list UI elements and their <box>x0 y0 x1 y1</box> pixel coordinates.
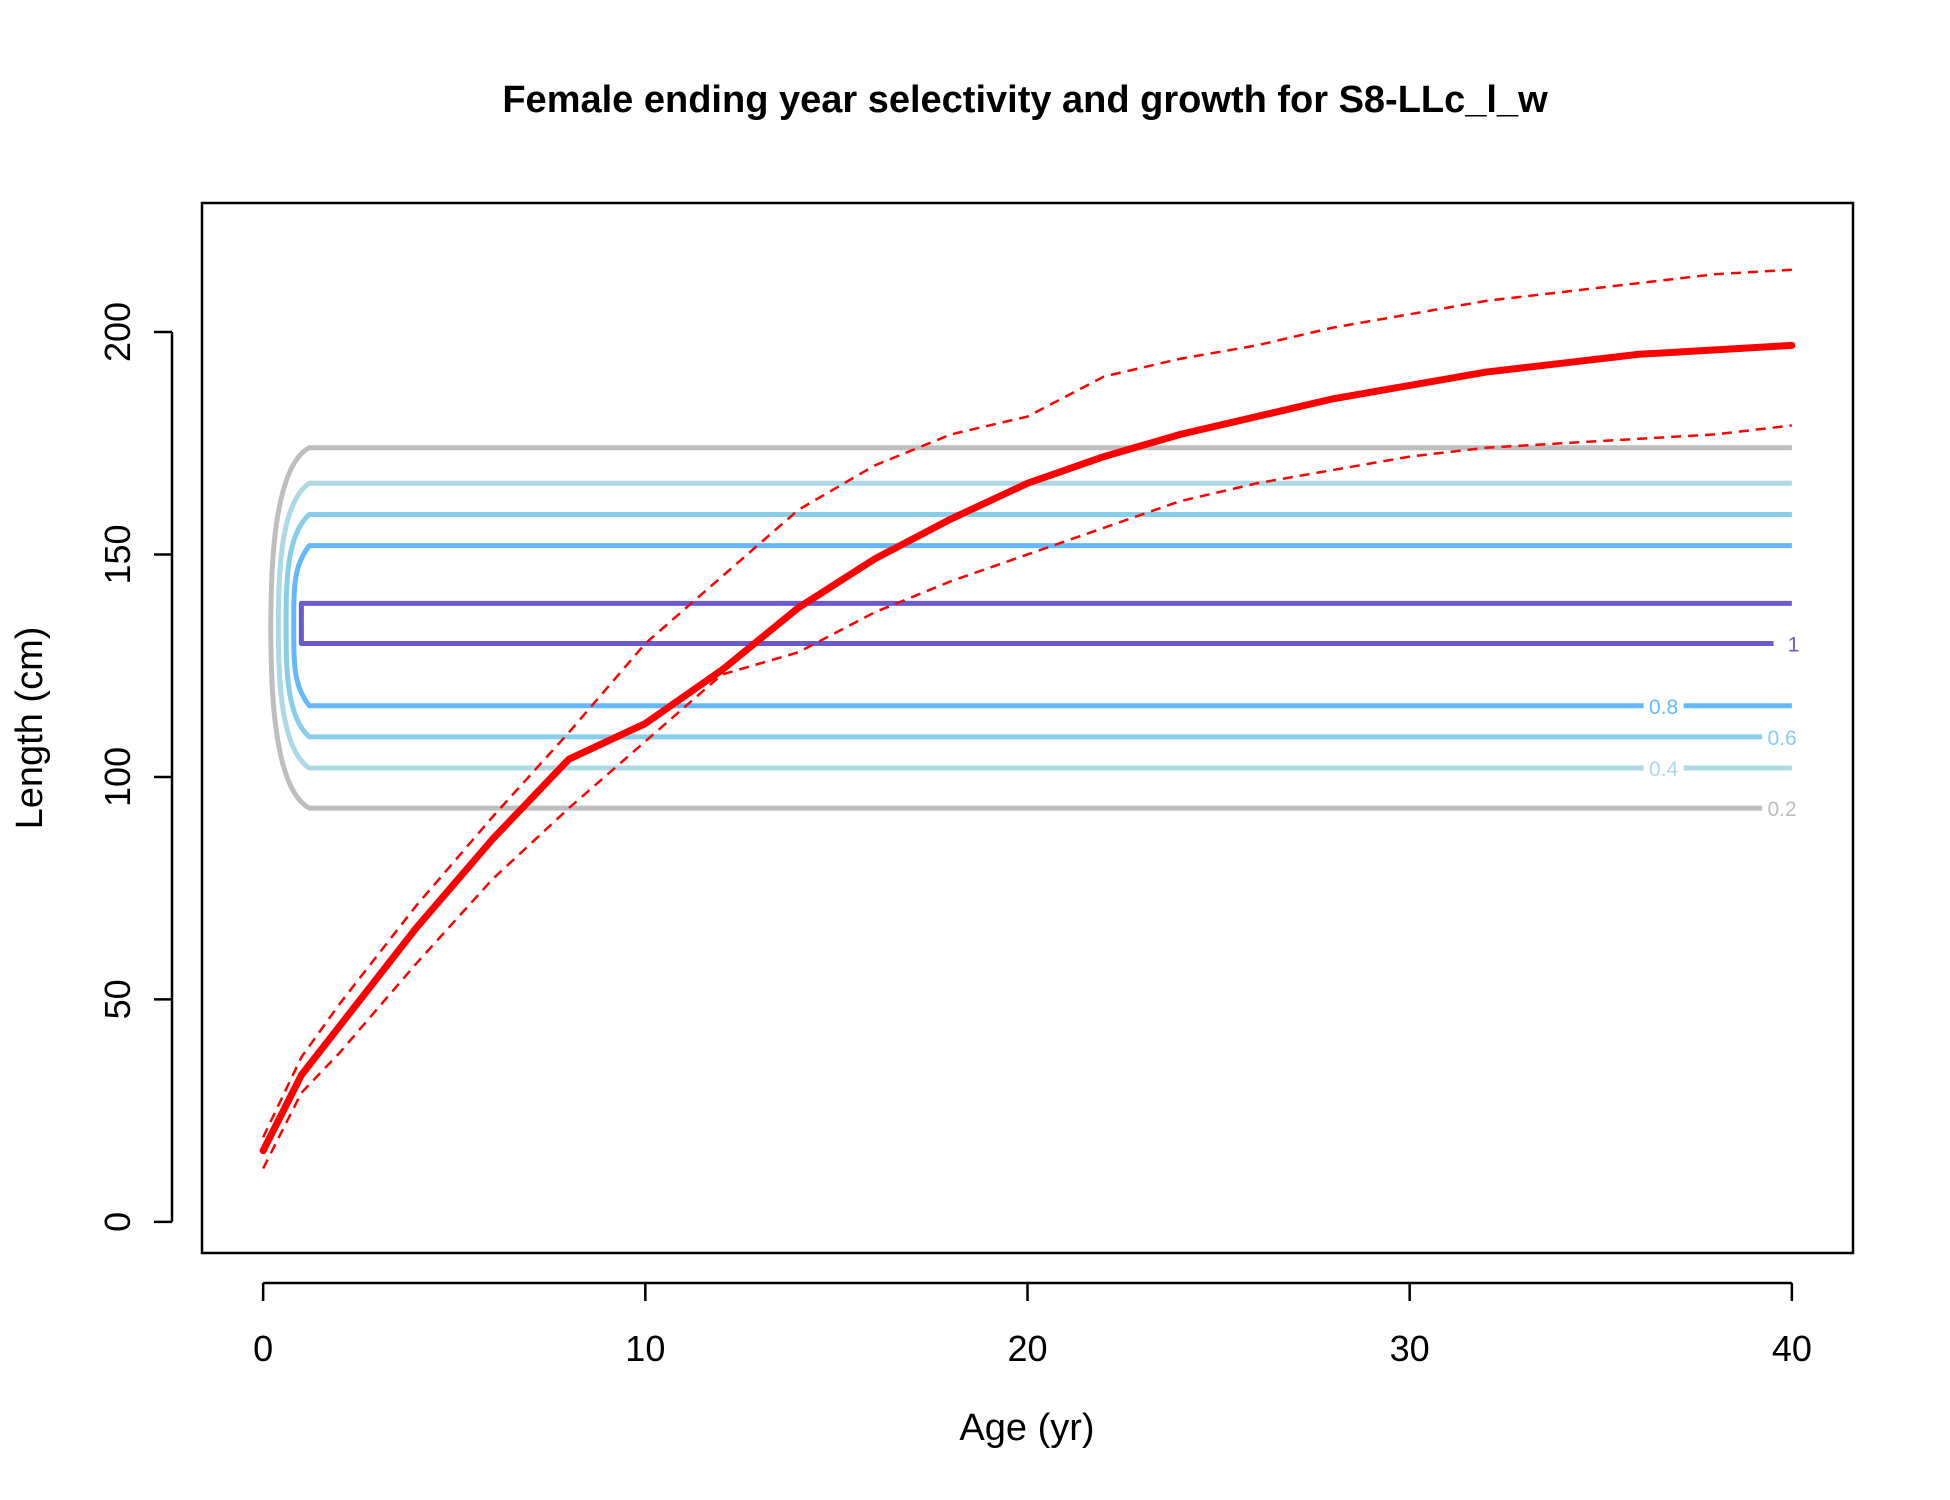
contour-label-gap <box>1762 795 1803 822</box>
contour-line-1 <box>298 600 1792 646</box>
x-tick-label: 20 <box>1007 1328 1047 1369</box>
y-axis: 0 50 100 150 200 <box>97 302 174 1232</box>
growth-curves <box>259 268 1796 1170</box>
growth-lower-ci-line <box>262 424 1792 1170</box>
plot-frame <box>200 201 1855 1255</box>
selectivity-contours: 0.2 0.4 0.6 0.8 1 <box>268 445 1814 822</box>
growth-mean-line <box>259 341 1796 1155</box>
contour-label-0.6: 0.6 <box>1767 727 1796 750</box>
y-tick-label: 0 <box>97 1212 138 1232</box>
contour-label-0.4: 0.4 <box>1649 758 1679 781</box>
y-axis-label: Length (cm) <box>9 627 51 830</box>
contour-label-0.2: 0.2 <box>1767 798 1796 821</box>
x-tick-label: 40 <box>1772 1328 1812 1369</box>
contour-line-0.6 <box>283 511 1792 740</box>
contour-label-gap <box>1643 755 1684 782</box>
contour-line-0.8 <box>291 543 1792 709</box>
contour-label-0.8: 0.8 <box>1649 696 1678 719</box>
contour-label-gap <box>1773 630 1814 657</box>
y-tick-label: 100 <box>97 747 138 807</box>
contour-label-gap <box>1762 723 1803 750</box>
contour-line-0.2 <box>268 445 1792 811</box>
x-tick-label: 30 <box>1390 1328 1430 1369</box>
y-tick-label: 150 <box>97 524 138 584</box>
y-tick-label: 200 <box>97 302 138 362</box>
y-tick-label: 50 <box>97 979 138 1019</box>
x-tick-label: 10 <box>625 1328 665 1369</box>
contour-label-1: 1 <box>1788 633 1800 656</box>
growth-upper-ci-line <box>262 268 1792 1138</box>
chart-title: Female ending year selectivity and growt… <box>502 79 1548 121</box>
x-axis: 0 10 20 30 40 <box>253 1281 1812 1369</box>
x-tick-label: 0 <box>253 1328 273 1369</box>
contour-label-gap <box>1643 692 1684 719</box>
x-axis-label: Age (yr) <box>959 1407 1094 1449</box>
contour-line-0.4 <box>275 480 1792 771</box>
